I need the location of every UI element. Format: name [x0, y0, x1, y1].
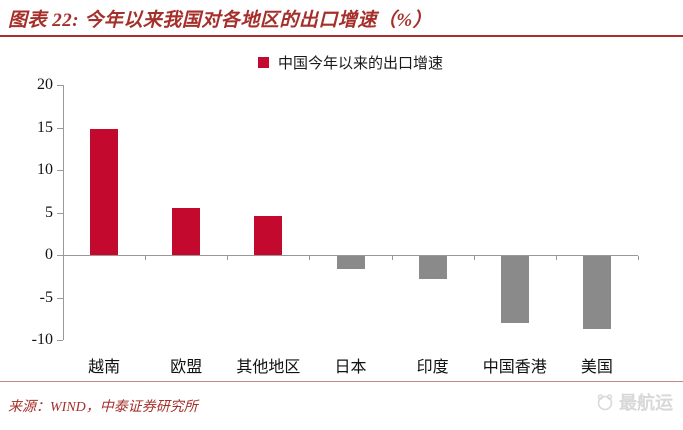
- watermark-logo-icon: [597, 394, 613, 411]
- x-axis-tick: [556, 256, 557, 260]
- chart-bar: [500, 256, 529, 324]
- y-axis-tick-label: -10: [31, 331, 53, 348]
- y-axis-tick-label: 15: [37, 118, 53, 136]
- y-axis-tick: [57, 85, 63, 86]
- x-axis-line: [63, 255, 638, 256]
- y-axis-tick: [57, 127, 63, 129]
- x-axis-label: 美国: [580, 359, 613, 376]
- y-axis-tick-label: 10: [37, 161, 53, 178]
- x-axis-label: 中国香港: [482, 359, 547, 376]
- chart-bar: [254, 215, 283, 255]
- x-axis-label: 其他地区: [236, 359, 301, 376]
- y-axis-tick: [57, 170, 63, 171]
- chart-bar: [418, 256, 447, 279]
- x-axis-label: 欧盟: [170, 359, 203, 376]
- y-axis-tick: [57, 212, 63, 214]
- watermark-label: 最航运: [619, 393, 673, 413]
- y-axis-tick: [57, 255, 63, 256]
- x-axis-tick: [392, 256, 393, 260]
- chart-bar: [90, 129, 119, 255]
- x-axis-tick: [638, 256, 639, 260]
- y-axis-tick: [57, 340, 63, 341]
- chart-bar: [172, 208, 201, 255]
- y-axis-tick: [57, 297, 63, 299]
- legend-label: 中国今年以来的出口增速: [277, 55, 443, 72]
- source-note: 来源：WIND，中泰证券研究所: [8, 400, 198, 415]
- chart-bar: [582, 256, 611, 330]
- x-axis-label: 越南: [88, 359, 121, 376]
- legend-marker: [257, 56, 269, 68]
- x-axis-label: 印度: [416, 359, 449, 376]
- y-axis-tick-label: 5: [45, 203, 53, 221]
- y-axis-tick-label: 0: [45, 246, 53, 263]
- footer-divider: [0, 381, 683, 382]
- figure-title: 图表 22: 今年以来我国对各地区的出口增速（%）: [8, 10, 433, 31]
- chart-legend: 中国今年以来的出口增速: [63, 52, 638, 72]
- y-axis-tick-label: 20: [37, 76, 53, 93]
- x-axis-label: 日本: [334, 359, 367, 376]
- y-axis-tick-label: -5: [39, 288, 53, 306]
- x-axis-tick: [309, 256, 310, 260]
- watermark: 最航运: [596, 389, 673, 415]
- plot-area: 20 15 10 5 0 -5 -10 越南 欧盟 其他地区 日本 印度 中国香港 美国: [32, 76, 639, 376]
- y-axis: [63, 85, 64, 340]
- x-axis-tick: [145, 256, 146, 260]
- chart-bar: [336, 256, 365, 269]
- title-divider: [0, 35, 683, 37]
- x-axis-tick: [227, 256, 228, 260]
- x-axis-tick: [474, 256, 475, 260]
